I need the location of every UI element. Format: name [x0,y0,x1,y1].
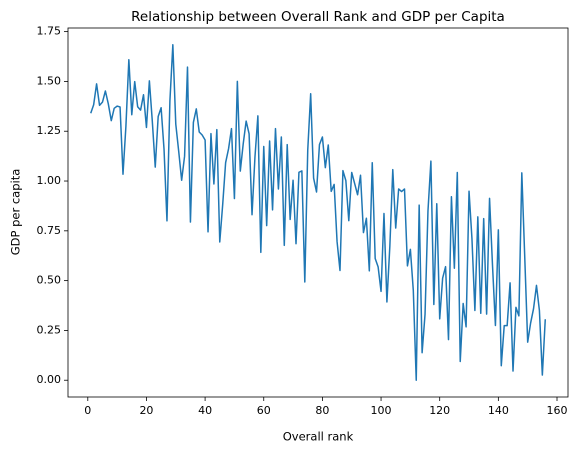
data-line [90,44,547,381]
x-tick-label: 20 [139,404,153,417]
y-tick-label: 1.50 [37,74,62,87]
y-tick-label: 1.25 [37,124,62,137]
x-axis-label: Overall rank [283,430,354,444]
chart-title: Relationship between Overall Rank and GD… [131,9,505,25]
x-tick-label: 140 [488,404,509,417]
y-axis-label: GDP per capita [9,169,23,256]
y-tick-label: 0.75 [37,224,62,237]
y-tick-label: 0.50 [37,274,62,287]
x-tick-label: 160 [547,404,568,417]
x-tick-label: 80 [315,404,329,417]
x-tick-label: 100 [371,404,392,417]
x-tick-label: 40 [198,404,212,417]
y-tick-label: 0.00 [37,373,62,386]
y-tick-label: 0.25 [37,323,62,336]
y-tick-label: 1.00 [37,174,62,187]
x-tick-label: 60 [257,404,271,417]
x-tick-label: 0 [84,404,91,417]
plot-frame [67,27,569,398]
x-tick-label: 120 [429,404,450,417]
y-tick-label: 1.75 [37,25,62,38]
